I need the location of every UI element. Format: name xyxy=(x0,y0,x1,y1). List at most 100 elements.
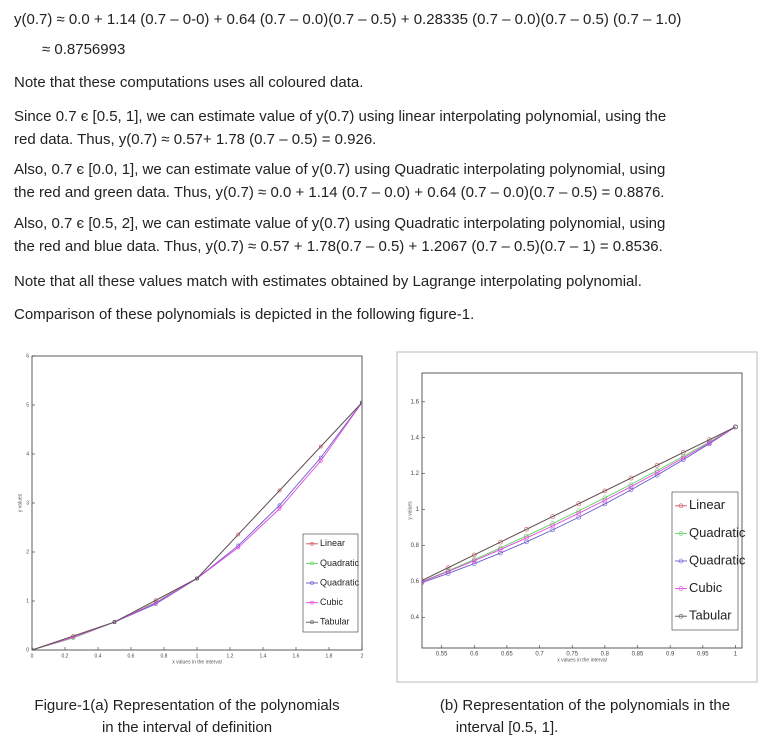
y-tick-label: 1 xyxy=(26,598,29,604)
series-line xyxy=(422,426,736,583)
x-tick-label: 1.6 xyxy=(293,653,300,659)
data-point xyxy=(445,569,451,574)
y-tick-label: 6 xyxy=(26,353,29,359)
data-point xyxy=(628,475,634,481)
legend-marker xyxy=(310,620,314,625)
plot-series xyxy=(32,400,362,650)
x-tick-label: 0.6 xyxy=(128,653,135,659)
data-point xyxy=(524,535,529,541)
data-point xyxy=(422,579,425,585)
x-tick-label: 0.4 xyxy=(95,653,102,659)
data-point xyxy=(707,440,712,446)
legend-label: Quadratic xyxy=(320,577,360,587)
data-point xyxy=(277,506,282,511)
x-tick-label: 0.6 xyxy=(470,652,479,658)
paragraph-line: Note that all these values match with es… xyxy=(14,273,642,290)
series-line xyxy=(422,426,736,583)
x-tick-label: 0.2 xyxy=(62,653,69,659)
data-point xyxy=(153,600,158,605)
data-point xyxy=(471,552,477,558)
data-point xyxy=(524,527,529,532)
equation-line: ≈ 0.8756993 xyxy=(42,41,125,58)
data-point xyxy=(550,523,555,529)
x-tick-label: 0 xyxy=(31,653,34,659)
data-point xyxy=(733,424,738,430)
equation-line: y(0.7) ≈ 0.0 + 1.14 (0.7 – 0-0) + 0.64 (… xyxy=(14,11,681,28)
figure-caption: interval [0.5, 1]. xyxy=(456,719,559,736)
x-tick-label: 1.4 xyxy=(260,653,267,659)
data-point xyxy=(407,585,411,589)
y-tick-label: 1.2 xyxy=(411,471,420,477)
x-tick-label: 1 xyxy=(734,652,738,658)
plot-series xyxy=(407,424,738,589)
y-tick-label: 0.8 xyxy=(411,543,420,549)
legend-marker xyxy=(678,558,684,564)
legend-label: Quadratic xyxy=(689,525,746,540)
figure-caption: in the interval of definition xyxy=(102,719,272,736)
data-point xyxy=(602,488,608,494)
legend-label: Quadratic xyxy=(689,552,746,567)
y-tick-label: 5 xyxy=(26,402,29,408)
x-tick-label: 0.55 xyxy=(436,652,448,658)
legend-label: Linear xyxy=(689,497,726,512)
legend-marker xyxy=(310,541,314,546)
legend-marker xyxy=(678,613,684,619)
x-tick-label: 0.9 xyxy=(666,652,675,658)
legend-marker xyxy=(310,581,314,585)
figure-caption: (b) Representation of the polynomials in… xyxy=(440,697,730,714)
y-tick-label: 0 xyxy=(26,647,29,653)
legend-label: Cubic xyxy=(689,580,723,595)
data-point xyxy=(628,487,634,493)
data-point xyxy=(471,561,477,566)
x-tick-label: 0.8 xyxy=(601,652,610,658)
data-point xyxy=(498,550,503,556)
x-tick-label: 0.65 xyxy=(501,652,513,658)
series-line xyxy=(114,402,362,623)
paragraph-line: Also, 0.7 є [0.0, 1], we can estimate va… xyxy=(14,161,665,178)
data-point xyxy=(318,444,323,449)
legend-marker xyxy=(678,503,684,509)
y-tick-label: 1.6 xyxy=(411,399,420,405)
data-point xyxy=(236,532,241,537)
data-point xyxy=(498,539,503,545)
y-tick-label: 0.4 xyxy=(411,615,420,621)
data-point xyxy=(680,455,686,461)
data-point xyxy=(498,547,503,552)
series-line xyxy=(422,426,736,581)
data-point xyxy=(112,620,117,624)
data-point xyxy=(602,497,608,503)
legend-marker xyxy=(678,531,684,536)
y-tick-label: 1 xyxy=(416,507,420,513)
y-tick-label: 0.6 xyxy=(411,579,420,585)
paragraph-line: Note that these computations uses all co… xyxy=(14,74,363,91)
paragraph-line: Also, 0.7 є [0.5, 2], we can estimate va… xyxy=(14,215,665,232)
figure-frame xyxy=(396,351,758,683)
data-point xyxy=(602,501,608,507)
legend-label: Cubic xyxy=(320,597,344,607)
legend-label: Tabular xyxy=(689,608,732,623)
data-point xyxy=(550,514,555,519)
y-tick-label: 3 xyxy=(26,500,29,506)
y-tick-label: 2 xyxy=(26,549,29,555)
legend-label: Quadratic xyxy=(320,558,360,568)
y-tick-label: 4 xyxy=(26,451,29,457)
data-point xyxy=(576,510,582,516)
x-tick-label: 0.85 xyxy=(632,652,644,658)
paragraph-line: the red and blue data. Thus, y(0.7) ≈ 0.… xyxy=(14,238,663,255)
x-tick-label: 0.75 xyxy=(566,652,578,658)
data-point xyxy=(576,501,582,507)
data-point xyxy=(195,576,199,581)
data-point xyxy=(471,558,477,564)
data-point xyxy=(236,545,241,550)
data-point xyxy=(628,484,634,489)
x-tick-label: 1.8 xyxy=(326,653,333,659)
x-axis-label: x values in the interval xyxy=(172,659,221,665)
x-tick-label: 0.8 xyxy=(161,653,168,659)
data-point xyxy=(654,470,660,475)
legend-label: Linear xyxy=(320,538,345,548)
paragraph-line: Comparison of these polynomials is depic… xyxy=(14,306,474,323)
legend-marker xyxy=(310,600,314,605)
paragraph-line: the red and green data. Thus, y(0.7) ≈ 0… xyxy=(14,184,664,201)
